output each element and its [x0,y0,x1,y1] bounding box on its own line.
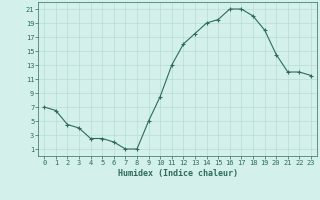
X-axis label: Humidex (Indice chaleur): Humidex (Indice chaleur) [118,169,238,178]
